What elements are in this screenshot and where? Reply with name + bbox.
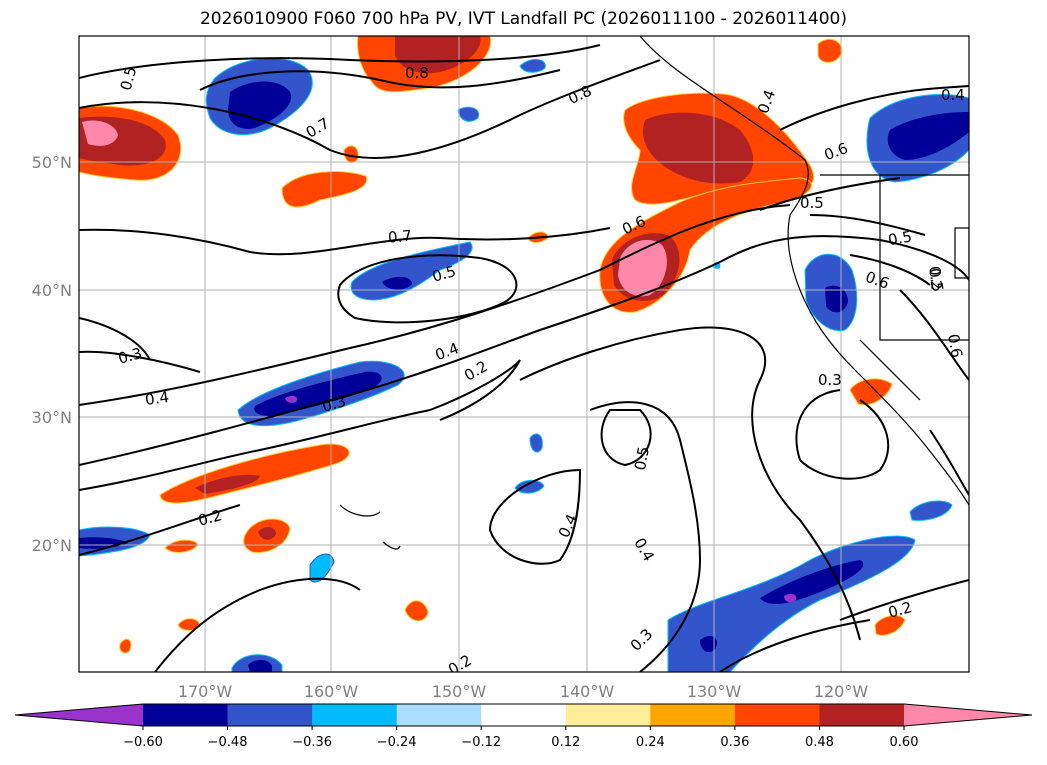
lat-axis-labels: 50°N 40°N 30°N 20°N <box>32 153 72 555</box>
lon-label: 140°W <box>560 682 615 701</box>
colorbar-segment <box>650 704 736 726</box>
contour-label: 0.4 <box>144 388 170 409</box>
lon-label: 130°W <box>687 682 742 701</box>
lat-label: 20°N <box>32 536 72 555</box>
colorbar-extend-low <box>15 704 143 726</box>
contour-label: 0.5 <box>925 267 947 294</box>
contour-label: 0.2 <box>886 598 914 622</box>
colorbar-tick-label: 0.60 <box>890 735 919 750</box>
colorbar-segment <box>734 704 820 726</box>
contour-label: 0.3 <box>320 392 348 416</box>
lon-label: 170°W <box>178 682 233 701</box>
colorbar-tick-label: −0.48 <box>208 735 248 750</box>
colorbar-segment <box>396 704 482 726</box>
contour-label: 0.5 <box>800 194 824 212</box>
contour-label: 0.2 <box>196 506 224 530</box>
lon-label: 120°W <box>814 682 869 701</box>
contour-label: 0.5 <box>631 445 653 472</box>
colorbar-segment <box>819 704 905 726</box>
colorbar-segment <box>481 704 567 726</box>
contour-label: 0.2 <box>926 265 946 290</box>
map-panel: 0.5 0.7 0.8 0.8 0.4 0.4 0.6 0.5 0.5 0.7 … <box>79 36 969 672</box>
coastlines <box>339 36 969 550</box>
pv-contours <box>79 44 969 672</box>
pv-fill-layer <box>79 36 969 672</box>
colorbar-segment <box>227 704 313 726</box>
colorbar-segment <box>312 704 398 726</box>
colorbar-tick-label: 0.48 <box>805 735 834 750</box>
colorbar: −0.60 −0.48 −0.36 −0.24 −0.12 0.12 0.24 0.36 0.4… <box>14 703 1033 750</box>
colorbar-tick-label: −0.60 <box>123 735 163 750</box>
lat-label: 40°N <box>32 281 72 300</box>
lon-label: 150°W <box>432 682 487 701</box>
colorbar-tick-label: 0.12 <box>551 735 580 750</box>
contour-label: 0.3 <box>818 371 842 389</box>
colorbar-segment <box>565 704 651 726</box>
lon-axis-labels: 170°W 160°W 150°W 140°W 130°W 120°W <box>178 682 869 701</box>
contour-label: 0.6 <box>944 333 966 360</box>
lon-label: 160°W <box>304 682 359 701</box>
contour-label: 0.4 <box>941 86 965 104</box>
lat-label: 50°N <box>32 153 72 172</box>
colorbar-tick-label: −0.12 <box>461 735 501 750</box>
colorbar-extend-high <box>904 704 1032 726</box>
colorbar-tick-label: −0.36 <box>292 735 332 750</box>
map-title: 2026010900 F060 700 hPa PV, IVT Landfall… <box>199 9 847 29</box>
colorbar-tick-label: 0.24 <box>636 735 665 750</box>
colorbar-segment <box>143 704 229 726</box>
colorbar-tick-label: −0.24 <box>377 735 417 750</box>
colorbar-tick-label: 0.36 <box>720 735 749 750</box>
map-frame <box>78 35 970 673</box>
contour-label: 0.3 <box>116 344 144 368</box>
contour-label: 0.7 <box>387 227 412 247</box>
contour-label: 0.5 <box>887 227 914 249</box>
contour-label: 0.5 <box>117 65 141 93</box>
contour-label: 0.8 <box>405 64 429 82</box>
contour-label: 0.5 <box>430 262 458 286</box>
lat-label: 30°N <box>32 408 72 427</box>
